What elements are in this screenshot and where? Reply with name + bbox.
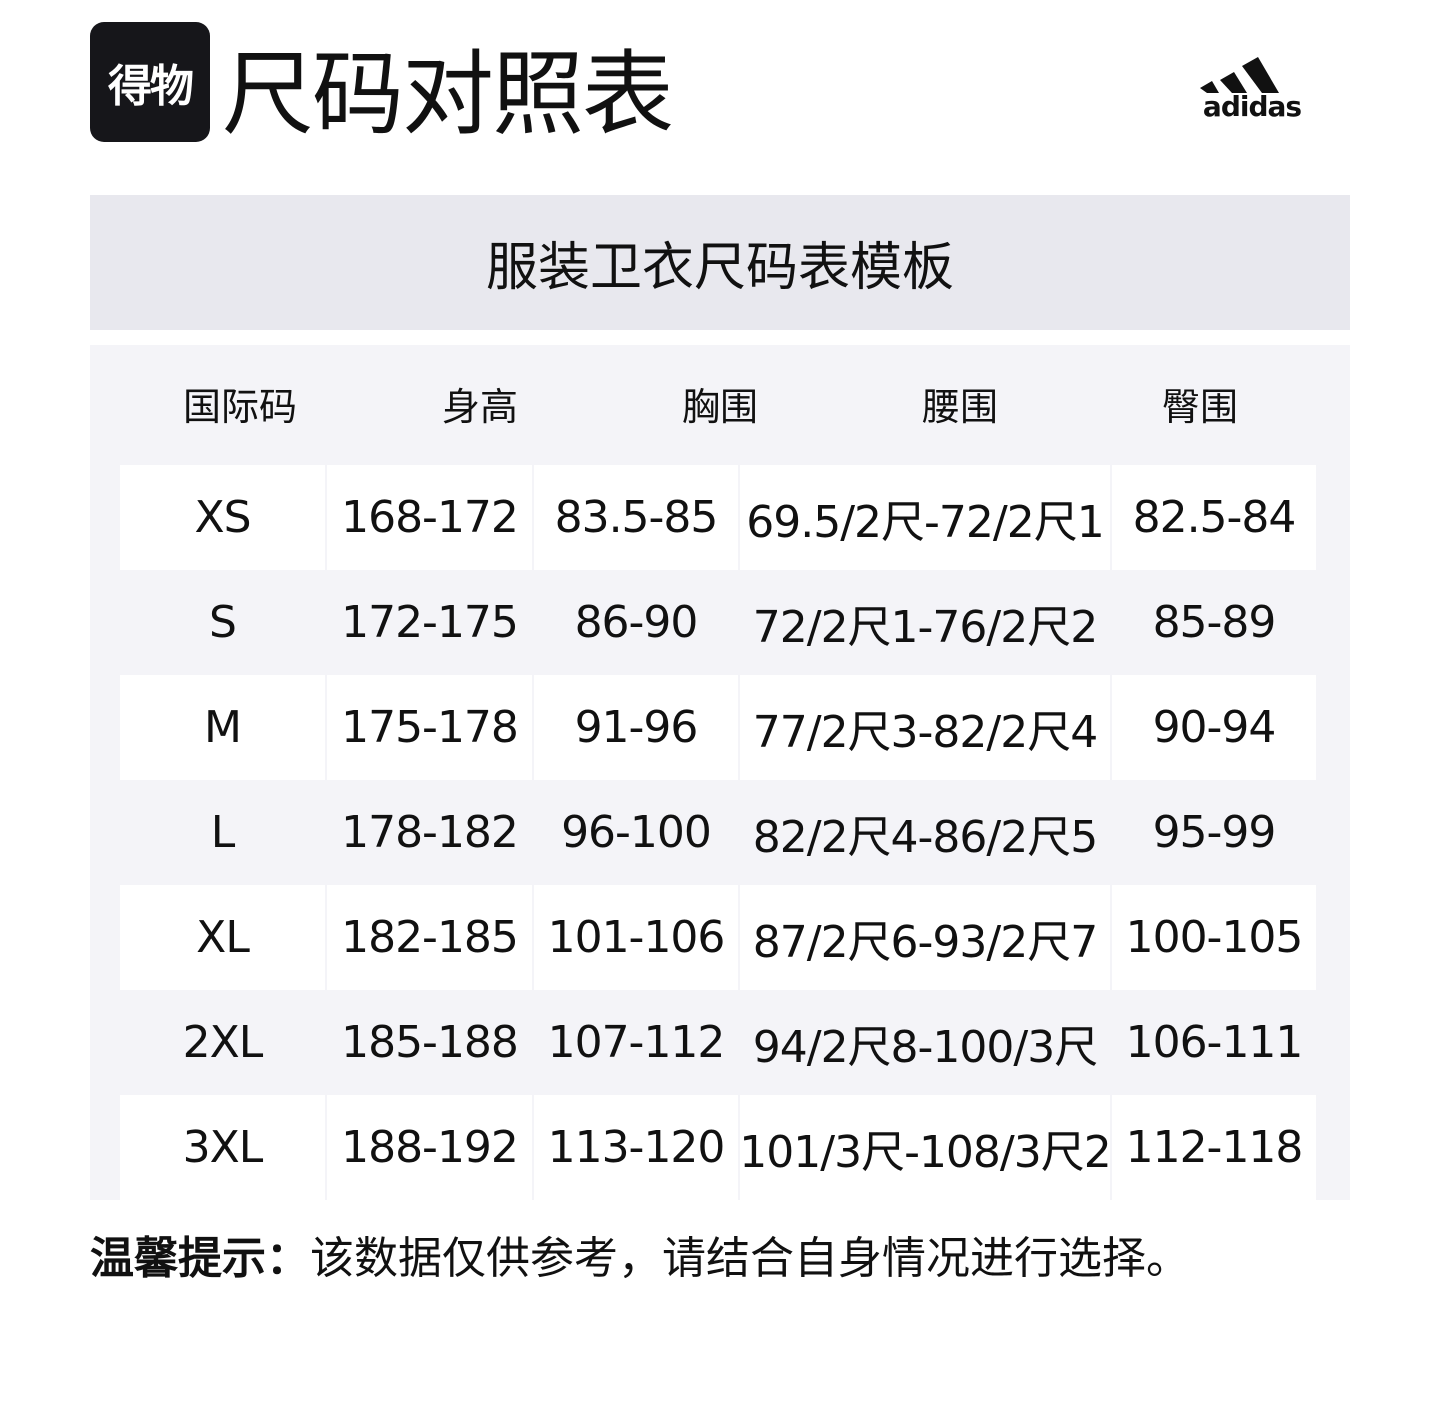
table-cell: 85-89 <box>1152 597 1277 648</box>
table-cell: XL <box>120 885 325 990</box>
table-cell: 188-192 <box>327 1095 532 1200</box>
table-cell: 101-106 <box>534 885 738 990</box>
tip-text: 该数据仅供参考，请结合自身情况进行选择。 <box>310 1233 1190 1284</box>
table-cell: 3XL <box>120 1095 325 1200</box>
column-header: 臀围 <box>1161 385 1238 429</box>
table-cell: 72/2尺1-76/2尺2 <box>752 601 1098 653</box>
table-cell: 182-185 <box>327 885 532 990</box>
table-cell: XS <box>120 465 325 570</box>
table-cell: 178-182 <box>341 807 519 858</box>
table-row: XL 182-185 101-106 87/2尺6-93/2尺7 100-105 <box>120 885 1316 990</box>
table-row: XS 168-172 83.5-85 69.5/2尺-72/2尺1 82.5-84 <box>120 465 1316 570</box>
table-cell: 101/3尺-108/3尺2 <box>739 1095 1112 1200</box>
table-cell: 87/2尺6-93/2尺7 <box>740 885 1110 990</box>
table-cell: 82/2尺4-86/2尺5 <box>752 811 1098 863</box>
column-header: 身高 <box>441 385 518 429</box>
table-row: 3XL 188-192 113-120 101/3尺-108/3尺2 112-118 <box>120 1095 1316 1200</box>
column-header: 腰围 <box>921 385 998 429</box>
table-cell: 96-100 <box>561 807 712 858</box>
table-row: 2XL 185-188 107-112 94/2尺8-100/3尺 106-111 <box>120 990 1316 1095</box>
svg-text:adidas: adidas <box>1203 90 1301 120</box>
table-cell: 168-172 <box>327 465 532 570</box>
table-cell: 69.5/2尺-72/2尺1 <box>740 465 1110 570</box>
table-cell: 107-112 <box>547 1017 726 1068</box>
table-cell: 90-94 <box>1112 675 1316 780</box>
table-cell: S <box>209 597 237 648</box>
table-cell: L <box>210 807 236 858</box>
tip-label: 温馨提示： <box>90 1233 310 1284</box>
tip: 温馨提示：该数据仅供参考，请结合自身情况进行选择。 <box>90 1222 1190 1286</box>
table-title: 服装卫衣尺码表模板 <box>90 195 1350 330</box>
table-cell: 83.5-85 <box>534 465 738 570</box>
table-cell: 94/2尺8-100/3尺 <box>752 1021 1098 1073</box>
table-cell: 112-118 <box>1112 1095 1316 1200</box>
adidas-logo: adidas <box>1200 57 1302 120</box>
table-row: S 172-175 86-90 72/2尺1-76/2尺2 85-89 <box>120 570 1316 675</box>
table-cell: 113-120 <box>534 1095 738 1200</box>
table-cell: 175-178 <box>327 675 532 780</box>
table-cell: 82.5-84 <box>1112 465 1316 570</box>
table-cell: 185-188 <box>341 1017 519 1068</box>
table-cell: 2XL <box>182 1017 264 1068</box>
column-header: 胸围 <box>681 385 758 429</box>
page-title: 尺码对照表 <box>222 41 674 148</box>
table-cell: M <box>120 675 325 780</box>
table-cell: 86-90 <box>574 597 699 648</box>
table-cell: 106-111 <box>1125 1017 1304 1068</box>
column-header: 国际码 <box>182 385 297 429</box>
table-cell: 100-105 <box>1112 885 1316 990</box>
table-cell: 77/2尺3-82/2尺4 <box>740 675 1110 780</box>
table-cell: 172-175 <box>341 597 519 648</box>
table-cell: 95-99 <box>1152 807 1277 858</box>
table-cell: 91-96 <box>534 675 738 780</box>
table-row: M 175-178 91-96 77/2尺3-82/2尺4 90-94 <box>120 675 1316 780</box>
dewu-logo: 得物 <box>90 22 210 142</box>
table-row: L 178-182 96-100 82/2尺4-86/2尺5 95-99 <box>120 780 1316 885</box>
